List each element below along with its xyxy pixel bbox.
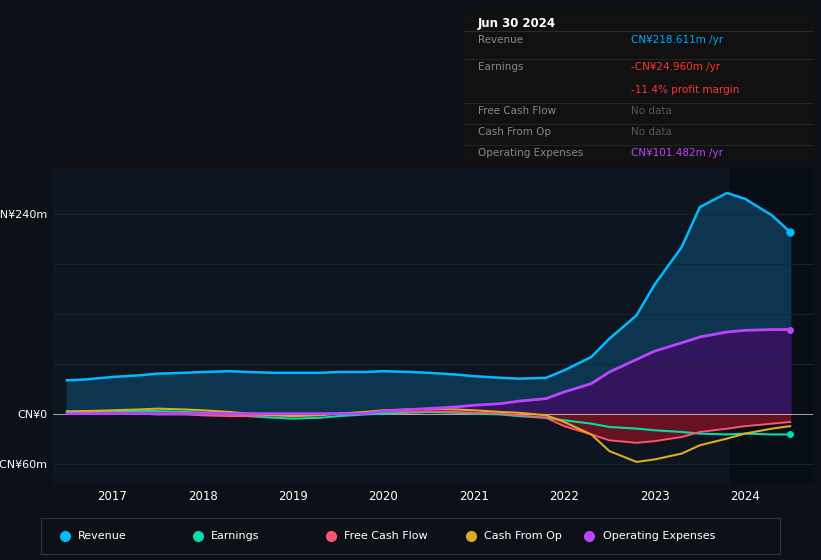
Text: Earnings: Earnings [211, 531, 259, 541]
Text: -11.4% profit margin: -11.4% profit margin [631, 86, 740, 95]
Text: -CN¥24.960m /yr: -CN¥24.960m /yr [631, 62, 721, 72]
Text: Earnings: Earnings [478, 62, 523, 72]
Text: Cash From Op: Cash From Op [484, 531, 562, 541]
Text: Operating Expenses: Operating Expenses [478, 148, 583, 158]
Text: No data: No data [631, 127, 672, 137]
Text: Free Cash Flow: Free Cash Flow [478, 106, 556, 116]
Bar [730, 168, 813, 484]
Text: No data: No data [631, 106, 672, 116]
Text: Revenue: Revenue [478, 35, 523, 45]
Text: CN¥101.482m /yr: CN¥101.482m /yr [631, 148, 723, 158]
Text: Jun 30 2024: Jun 30 2024 [478, 17, 556, 30]
Text: Free Cash Flow: Free Cash Flow [344, 531, 428, 541]
Text: Cash From Op: Cash From Op [478, 127, 551, 137]
Text: Revenue: Revenue [78, 531, 126, 541]
Text: Operating Expenses: Operating Expenses [603, 531, 715, 541]
Text: CN¥218.611m /yr: CN¥218.611m /yr [631, 35, 723, 45]
